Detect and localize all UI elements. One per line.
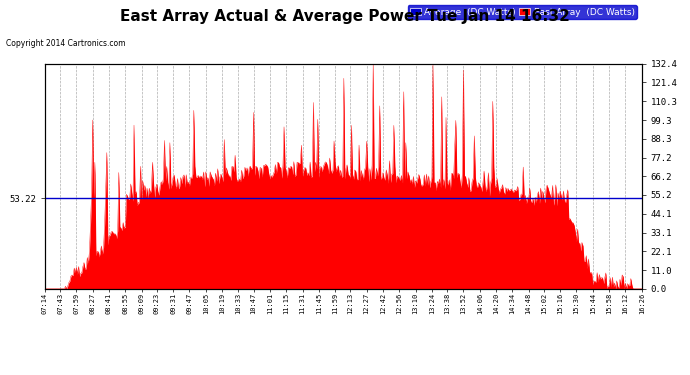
Text: Copyright 2014 Cartronics.com: Copyright 2014 Cartronics.com <box>6 39 125 48</box>
Legend: Average  (DC Watts), East Array  (DC Watts): Average (DC Watts), East Array (DC Watts… <box>408 5 637 19</box>
Text: East Array Actual & Average Power Tue Jan 14 16:32: East Array Actual & Average Power Tue Ja… <box>120 9 570 24</box>
